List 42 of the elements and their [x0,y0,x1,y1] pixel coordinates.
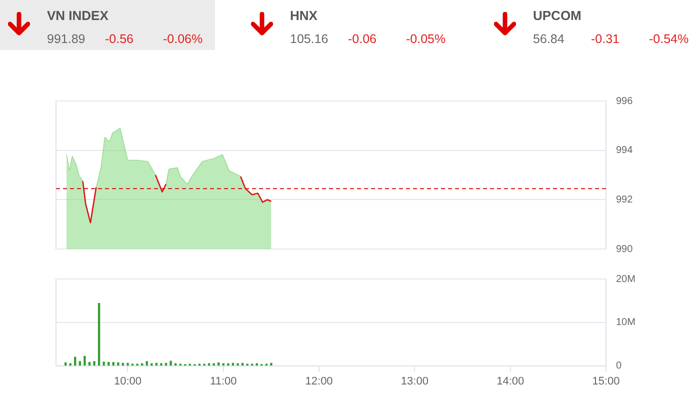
bar [227,363,230,366]
bar [108,362,110,366]
bar [112,362,114,366]
bar [160,363,162,366]
x-tick-label: 10:00 [114,375,142,388]
text: 105.16 [290,32,330,46]
x-tick-label: 15:00 [592,375,620,388]
text: -0.06 [348,32,378,46]
y-tick-label: 992 [616,194,634,206]
y-tick-label: 994 [616,145,634,156]
bar [270,362,272,366]
text: -0.31 [591,32,620,46]
x-tick-label: 11:00 [210,375,237,388]
x-tick-label: 14:00 [496,375,524,388]
text: -0.56 [105,32,134,46]
bar [102,362,105,366]
bar [146,361,148,366]
bar [236,363,239,366]
y-tick-label: 20M [616,274,636,285]
bar [117,362,120,366]
bar [126,362,129,366]
text: 56.84 [533,32,566,46]
bar [98,302,100,366]
y-tick-label: 996 [616,96,634,107]
y-tick-label: 10M [616,317,636,328]
bar [78,361,81,366]
bar [93,361,96,366]
y-tick-label: 990 [616,244,634,255]
bar [212,363,215,366]
text: -0.06% [163,32,203,46]
text: 991.89 [47,32,86,46]
bar [84,356,86,366]
text: UPCOM [533,8,582,23]
text: VN INDEX [47,8,108,23]
text: -0.05% [406,32,446,46]
text: HNX [290,8,318,23]
y-tick-label: 0 [616,360,622,372]
text: -0.54% [649,32,689,46]
x-tick-label: 12:00 [305,375,333,388]
bar [170,360,172,366]
x-tick-label: 13:00 [400,375,428,388]
bar [88,362,91,366]
